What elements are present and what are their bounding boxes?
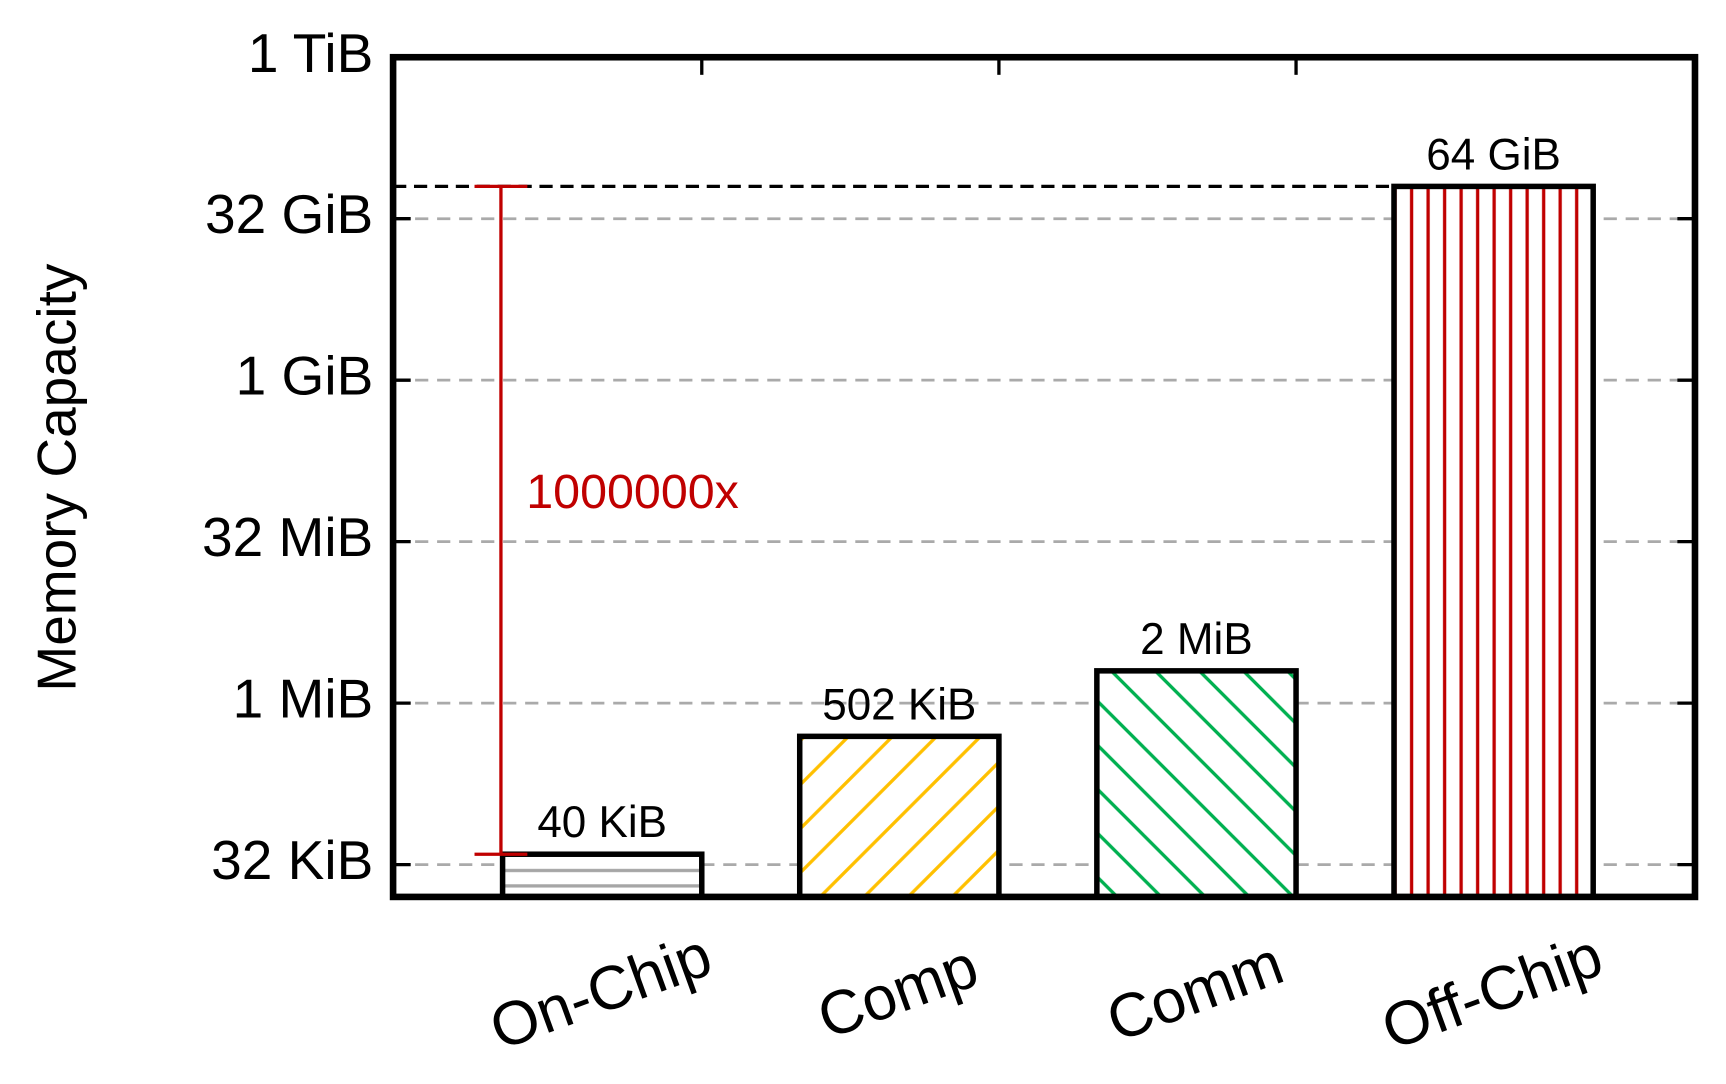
annotation: 1000000x [526, 465, 739, 519]
y-axis-label: Memory Capacity [25, 263, 87, 692]
bar [499, 851, 705, 900]
y-tick-label: 1 TiB [248, 22, 373, 84]
y-tick-label: 32 MiB [202, 506, 373, 568]
value-label: 40 KiB [537, 798, 667, 847]
bar [1094, 668, 1299, 900]
plot-frame [389, 53, 1699, 901]
value-label: 64 GiB [1426, 130, 1561, 179]
value-label: 2 MiB [1140, 615, 1253, 664]
y-tick-label: 1 GiB [236, 345, 374, 407]
x-tick-label: On-Chip [481, 920, 720, 1063]
y-tick-label: 1 MiB [233, 668, 374, 730]
x-tick-label: Comp [809, 931, 987, 1052]
value-label: 502 KiB [822, 680, 976, 729]
y-tick-label: 32 GiB [205, 183, 373, 245]
x-tick-label: Comm [1098, 929, 1292, 1056]
y-tick-label: 32 KiB [211, 829, 373, 891]
bar [796, 733, 1002, 900]
x-tick-label: Off-Chip [1373, 921, 1611, 1064]
bar [1391, 183, 1596, 900]
